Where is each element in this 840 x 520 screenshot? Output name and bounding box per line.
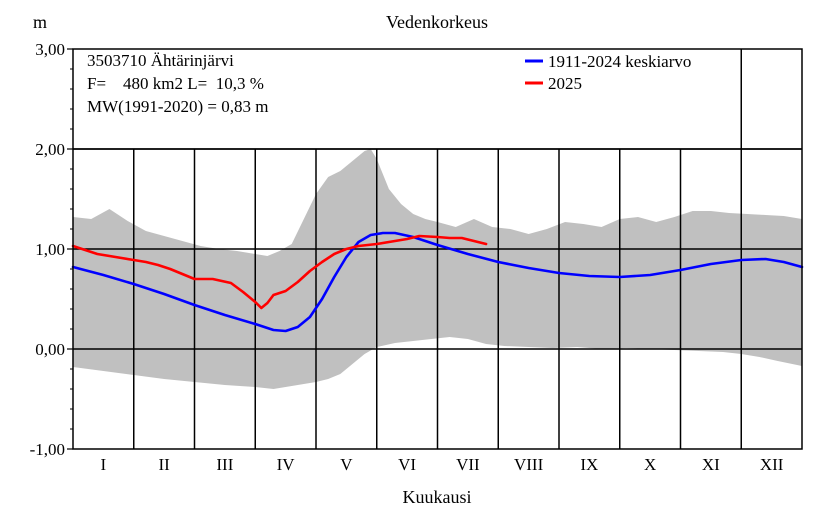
x-tick-label-month: II [158, 455, 170, 474]
x-tick-label-month: V [340, 455, 353, 474]
x-tick-label-month: VII [456, 455, 480, 474]
info-line: 3503710 Ähtärinjärvi [87, 51, 234, 70]
y-tick-label: 2,00 [35, 140, 65, 159]
series-layer [71, 231, 804, 333]
y-axis-label: m [33, 12, 47, 32]
series-line [71, 231, 804, 333]
x-tick-label-month: III [216, 455, 233, 474]
y-tick-label: 0,00 [35, 340, 65, 359]
y-tick-label: 3,00 [35, 40, 65, 59]
x-tick-label-month: XI [702, 455, 720, 474]
axes-layer: -1,000,001,002,003,00I II III IV V VI VII VIII I… [30, 40, 803, 474]
legend-label: 1911-2024 keskiarvo [548, 52, 691, 71]
y-tick-label: 1,00 [35, 240, 65, 259]
legend-label: 2025 [548, 74, 582, 93]
info-line: MW(1991-2020) = 0,83 m [87, 97, 268, 116]
x-axis-label: Kuukausi [403, 487, 472, 507]
legend: 1911-2024 keskiarvo 2025 [525, 52, 691, 93]
x-tick-label-month: XII [760, 455, 784, 474]
x-tick-label-month: IX [580, 455, 598, 474]
y-tick-label: -1,00 [30, 440, 65, 459]
grid-layer [73, 49, 802, 449]
x-tick-label-month: X [644, 455, 656, 474]
x-tick-label-month: VIII [514, 455, 544, 474]
series-line [71, 234, 488, 310]
info-line: F= 480 km2 L= 10,3 % [87, 74, 264, 93]
x-tick-label-month: VI [398, 455, 416, 474]
chart-title: Vedenkorkeus [386, 12, 488, 32]
x-tick-label-month: IV [277, 455, 296, 474]
info-box: 3503710 Ähtärinjärvi F= 480 km2 L= 10,3 %… [73, 51, 802, 150]
x-tick-label-month: I [101, 455, 107, 474]
